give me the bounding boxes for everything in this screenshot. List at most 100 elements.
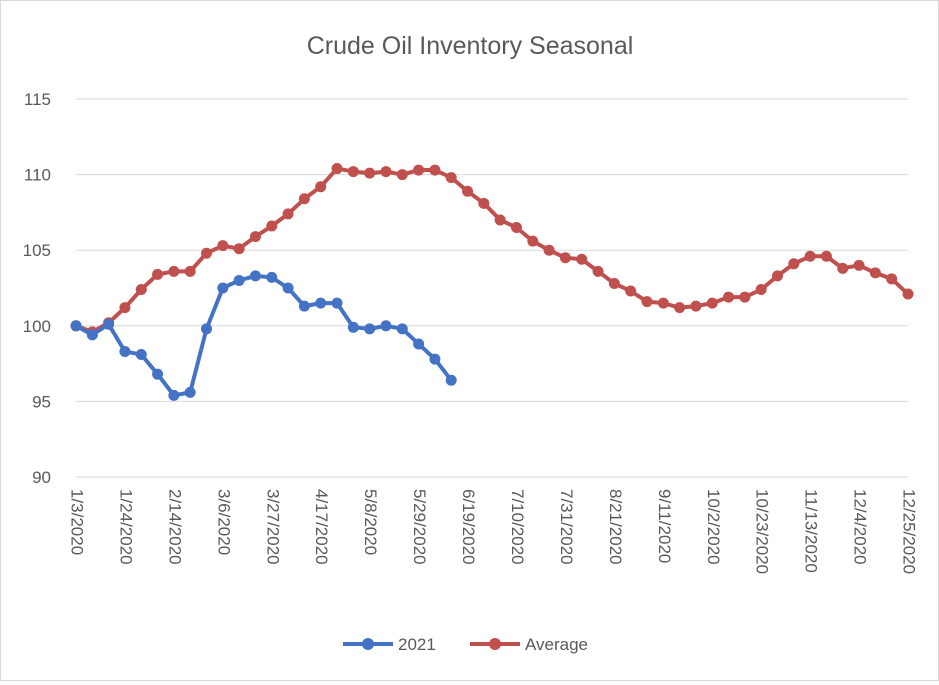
- legend-label: 2021: [398, 635, 436, 654]
- x-tick-label: 2/14/2020: [165, 489, 184, 565]
- series-line: [74, 273, 454, 398]
- data-point: [494, 214, 506, 226]
- x-tick-label: 3/27/2020: [263, 489, 282, 565]
- gridlines: [76, 98, 908, 478]
- data-point: [576, 253, 588, 265]
- data-point: [298, 193, 310, 205]
- data-point: [396, 323, 408, 335]
- series-line: [74, 166, 910, 334]
- data-point: [135, 284, 147, 296]
- data-point: [331, 297, 343, 309]
- x-tick-label: 6/19/2020: [459, 489, 478, 565]
- data-point: [103, 318, 115, 330]
- data-point: [592, 265, 604, 277]
- data-point: [755, 284, 767, 296]
- y-tick-label: 115: [24, 90, 51, 109]
- data-point: [608, 277, 620, 289]
- legend-item: 2021: [343, 635, 436, 654]
- data-point: [266, 271, 278, 283]
- x-tick-label: 8/21/2020: [606, 489, 625, 565]
- data-point: [771, 270, 783, 282]
- data-point: [233, 274, 245, 286]
- data-point: [739, 291, 751, 303]
- data-point: [347, 321, 359, 333]
- data-point: [184, 265, 196, 277]
- data-point: [445, 374, 457, 386]
- series-layer: [70, 163, 914, 401]
- data-point: [135, 349, 147, 361]
- data-point: [364, 167, 376, 179]
- data-point: [201, 247, 213, 259]
- data-point: [543, 244, 555, 256]
- data-point: [396, 169, 408, 181]
- x-tick-label: 10/23/2020: [753, 489, 772, 574]
- x-tick-label: 7/31/2020: [557, 489, 576, 565]
- data-point: [152, 368, 164, 380]
- legend-item: Average: [470, 635, 588, 654]
- data-point: [266, 220, 278, 232]
- data-point: [706, 297, 718, 309]
- data-point: [364, 323, 376, 335]
- data-point: [837, 262, 849, 274]
- data-point: [674, 302, 686, 314]
- data-point: [86, 329, 98, 341]
- legend: 2021 Average: [343, 635, 588, 654]
- data-point: [331, 163, 343, 175]
- y-tick-label: 105: [23, 241, 51, 260]
- x-tick-label: 11/13/2020: [802, 489, 821, 573]
- data-point: [559, 252, 571, 264]
- data-point: [886, 273, 898, 285]
- y-axis-tick-labels: 90 95 100 105 110 115: [23, 90, 51, 487]
- data-point: [690, 300, 702, 312]
- data-point: [413, 338, 425, 350]
- data-point: [184, 386, 196, 398]
- x-tick-label: 10/2/2020: [704, 489, 723, 565]
- data-point: [429, 164, 441, 176]
- data-point: [315, 297, 327, 309]
- x-tick-label: 7/10/2020: [508, 489, 527, 565]
- x-tick-label: 3/6/2020: [214, 489, 233, 555]
- data-point: [804, 250, 816, 262]
- data-point: [233, 243, 245, 255]
- x-tick-label: 5/8/2020: [361, 489, 380, 555]
- data-point: [527, 235, 539, 247]
- legend-swatch-marker: [489, 638, 501, 650]
- data-point: [429, 353, 441, 365]
- x-tick-label: 9/11/2020: [655, 489, 674, 563]
- data-point: [902, 288, 914, 300]
- y-tick-label: 110: [24, 166, 51, 185]
- data-point: [119, 346, 131, 358]
- data-point: [641, 296, 653, 308]
- series-2021: [70, 270, 457, 401]
- data-point: [298, 300, 310, 312]
- data-point: [413, 164, 425, 176]
- legend-label: Average: [525, 635, 588, 654]
- x-axis-tick-labels: 1/3/2020 1/24/2020 2/14/2020 3/6/2020 3/27/2…: [68, 489, 919, 574]
- y-tick-label: 90: [32, 468, 51, 487]
- data-point: [119, 302, 131, 314]
- data-point: [625, 285, 637, 297]
- data-point: [723, 291, 735, 303]
- data-point: [380, 320, 392, 332]
- data-point: [282, 282, 294, 294]
- data-point: [152, 268, 164, 280]
- data-point: [168, 389, 180, 401]
- data-point: [282, 208, 294, 220]
- x-tick-label: 1/3/2020: [68, 489, 87, 555]
- data-point: [478, 197, 490, 209]
- data-point: [249, 231, 261, 243]
- x-tick-label: 5/29/2020: [410, 489, 429, 565]
- data-point: [510, 222, 522, 234]
- data-point: [788, 258, 800, 270]
- data-point: [70, 320, 82, 332]
- x-tick-label: 12/4/2020: [851, 489, 870, 565]
- data-point: [445, 172, 457, 184]
- x-tick-label: 12/25/2020: [900, 489, 919, 574]
- data-point: [820, 250, 832, 262]
- data-point: [217, 240, 229, 252]
- data-point: [462, 185, 474, 197]
- data-point: [853, 259, 865, 271]
- data-point: [249, 270, 261, 282]
